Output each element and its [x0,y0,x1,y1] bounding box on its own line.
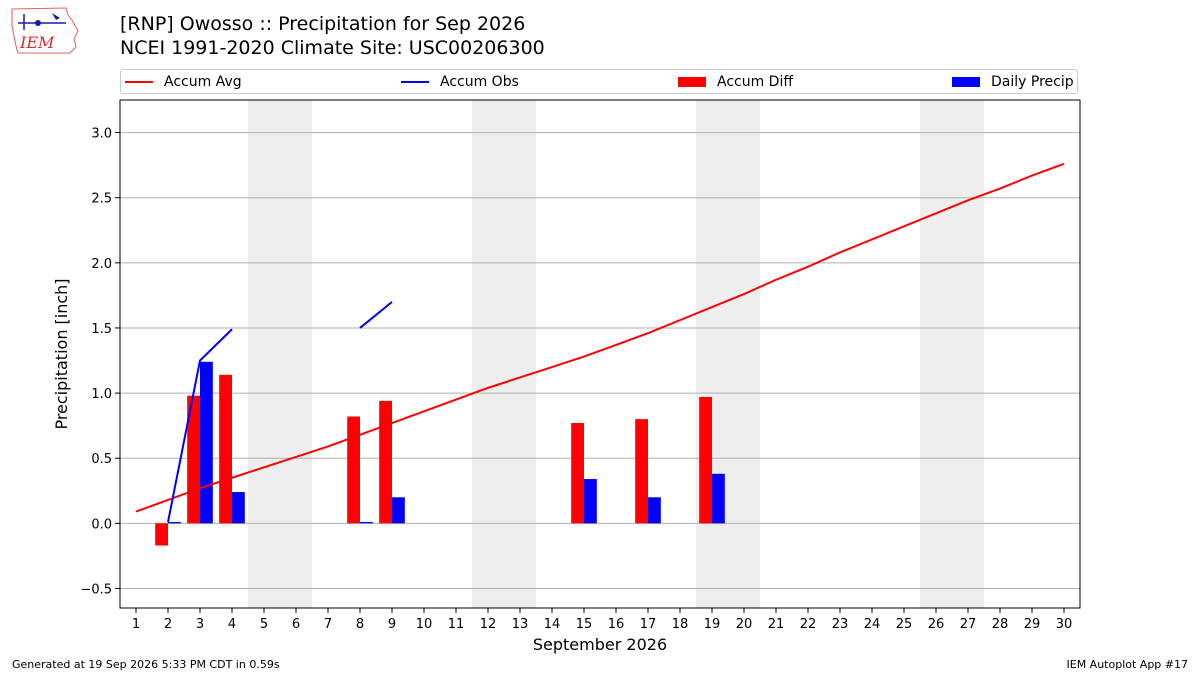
daily-precip-bar-15 [584,479,597,524]
accum-diff-bar-19 [699,396,712,524]
legend-label-daily-precip: Daily Precip [991,74,1074,90]
daily-precip-bar-3 [200,361,213,524]
x-tick-label-13: 13 [512,617,529,632]
accum-obs-line-1 [359,301,393,329]
accum-diff-bar-2 [155,523,168,546]
chart-title-block: [RNP] Owosso :: Precipitation for Sep 20… [120,12,545,60]
accum-diff-bar-4 [219,374,232,524]
x-tick-label-18: 18 [672,617,689,632]
x-tick-label-3: 3 [196,617,204,632]
x-tick-label-30: 30 [1056,617,1073,632]
daily-precip-bar-8 [360,522,373,524]
x-tick-label-9: 9 [388,617,396,632]
accum-diff-bar-17 [635,419,648,524]
legend-item-accum-obs: Accum Obs [401,73,519,91]
x-tick-label-5: 5 [260,617,268,632]
y-axis-label: Precipitation [inch] [52,278,71,429]
x-tick-label-21: 21 [768,617,785,632]
chart-subtitle: NCEI 1991-2020 Climate Site: USC00206300 [120,37,545,59]
weekend-shade-2 [696,100,760,608]
x-axis-label: September 2026 [533,635,667,654]
x-tick-label-19: 19 [704,617,721,632]
daily-precip-bar-9 [392,497,405,524]
weekend-shade-1 [472,100,536,608]
x-tick-label-4: 4 [228,617,236,632]
legend-label-accum-obs: Accum Obs [440,74,519,90]
x-tick-label-22: 22 [800,617,817,632]
x-tick-label-1: 1 [132,617,140,632]
x-tick-label-17: 17 [640,617,657,632]
legend-swatch-accum-diff [678,77,706,87]
y-tick-label-5: 2.0 [91,257,112,272]
footer-app-id: IEM Autoplot App #17 [1066,658,1189,671]
legend-item-accum-avg: Accum Avg [125,73,242,91]
x-tick-label-26: 26 [928,617,945,632]
x-tick-label-14: 14 [544,617,561,632]
daily-precip-bar-19 [712,473,725,524]
plot-frame [119,99,1081,609]
x-tick-label-2: 2 [164,617,172,632]
iem-logo: IEM [11,7,79,54]
accum-diff-bar-9 [379,400,392,524]
x-tick-label-27: 27 [960,617,977,632]
x-tick-label-10: 10 [416,617,433,632]
daily-precip-bar-2 [168,522,181,524]
x-tick-label-15: 15 [576,617,593,632]
legend-swatch-accum-obs [401,81,429,83]
x-tick-label-16: 16 [608,617,625,632]
footer-generated: Generated at 19 Sep 2026 5:33 PM CDT in … [12,658,280,671]
y-tick-label-0: −0.5 [80,582,112,597]
x-tick-label-25: 25 [896,617,913,632]
weekend-shade-0 [248,100,312,608]
legend-label-accum-diff: Accum Diff [717,74,794,90]
daily-precip-bar-17 [648,497,661,524]
legend-swatch-daily-precip [952,77,980,87]
y-tick-label-7: 3.0 [91,127,112,142]
y-tick-label-2: 0.5 [91,452,112,467]
x-tick-label-20: 20 [736,617,753,632]
x-tick-label-29: 29 [1024,617,1041,632]
x-tick-label-7: 7 [324,617,332,632]
x-tick-label-11: 11 [448,617,465,632]
weekend-shade-3 [920,100,984,608]
x-tick-label-23: 23 [832,617,849,632]
x-tick-label-8: 8 [356,617,364,632]
accum-avg-line [135,162,1065,513]
x-tick-label-24: 24 [864,617,881,632]
y-tick-label-1: 0.0 [91,517,112,532]
chart-title: [RNP] Owosso :: Precipitation for Sep 20… [120,13,526,35]
accum-diff-bar-8 [347,416,360,524]
accum-obs-line-0 [167,328,233,523]
logo-text: IEM [19,33,55,52]
daily-precip-bar-4 [232,492,245,524]
y-tick-label-3: 1.0 [91,387,112,402]
x-tick-label-6: 6 [292,617,300,632]
legend-swatch-accum-avg [125,81,153,83]
legend-item-daily-precip: Daily Precip [952,73,1074,91]
y-tick-label-4: 1.5 [91,322,112,337]
x-tick-label-12: 12 [480,617,497,632]
y-tick-label-6: 2.5 [91,192,112,207]
legend-item-accum-diff: Accum Diff [678,73,793,91]
legend-label-accum-avg: Accum Avg [164,74,242,90]
accum-diff-bar-15 [571,423,584,524]
legend: Accum Avg Accum Obs Accum Diff Daily Pre… [120,69,1078,94]
x-tick-label-28: 28 [992,617,1009,632]
